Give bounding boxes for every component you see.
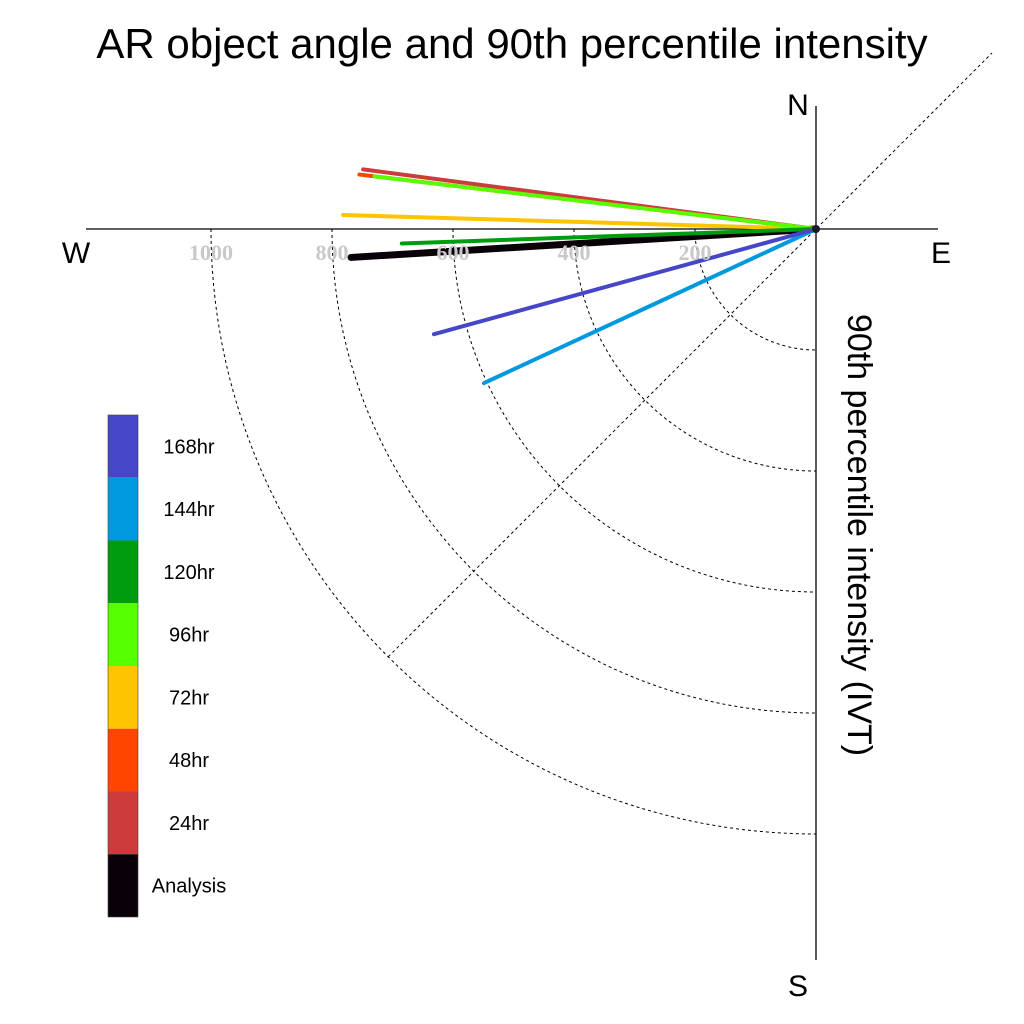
west-label: W xyxy=(62,237,91,270)
series-layer xyxy=(341,167,820,386)
legend-label: 72hr xyxy=(169,687,209,709)
legend-swatch xyxy=(108,477,138,541)
legend-swatch xyxy=(108,666,138,729)
tick-labels: 200 400 600 800 1000 xyxy=(189,240,712,265)
radial-tick-label: 600 xyxy=(437,240,470,265)
legend-label: Analysis xyxy=(152,876,226,898)
chart-title: AR object angle and 90th percentile inte… xyxy=(96,20,927,67)
north-label: N xyxy=(787,89,809,122)
radial-tick-label: 200 xyxy=(679,240,712,265)
radial-tick-label: 800 xyxy=(316,240,349,265)
south-label: S xyxy=(788,970,808,1003)
grid-layer xyxy=(210,52,993,835)
series-vector xyxy=(372,174,818,231)
legend-frame xyxy=(107,414,139,918)
grid-circle xyxy=(694,228,817,351)
legend-label: 120hr xyxy=(163,562,214,584)
radial-axis-label: 90th percentile intensity (IVT) xyxy=(840,314,878,756)
series-vector xyxy=(431,227,818,337)
east-label: E xyxy=(931,237,951,270)
series-vector xyxy=(399,227,818,246)
legend-swatch xyxy=(108,854,138,917)
legend-swatch xyxy=(108,728,138,792)
series-vector xyxy=(481,227,818,386)
legend-swatch xyxy=(108,540,138,604)
legend-swatch xyxy=(108,791,138,855)
legend-label: 168hr xyxy=(163,436,214,458)
radial-tick-label: 400 xyxy=(558,240,591,265)
legend-swatch xyxy=(108,415,138,478)
legend: 168hr 144hr 120hr 96hr 72hr 48hr 24hr Analysis xyxy=(107,414,226,918)
grid-diagonal xyxy=(387,52,993,658)
radial-tick-label: 1000 xyxy=(189,240,233,265)
series-vector xyxy=(341,212,818,231)
legend-label: 144hr xyxy=(163,499,214,521)
grid-circle xyxy=(573,228,817,472)
legend-label: 96hr xyxy=(169,625,209,647)
legend-label: 24hr xyxy=(169,813,209,835)
series-vector xyxy=(347,225,820,261)
origin-point xyxy=(812,225,820,233)
legend-swatch xyxy=(108,603,138,666)
legend-label: 48hr xyxy=(169,750,209,772)
